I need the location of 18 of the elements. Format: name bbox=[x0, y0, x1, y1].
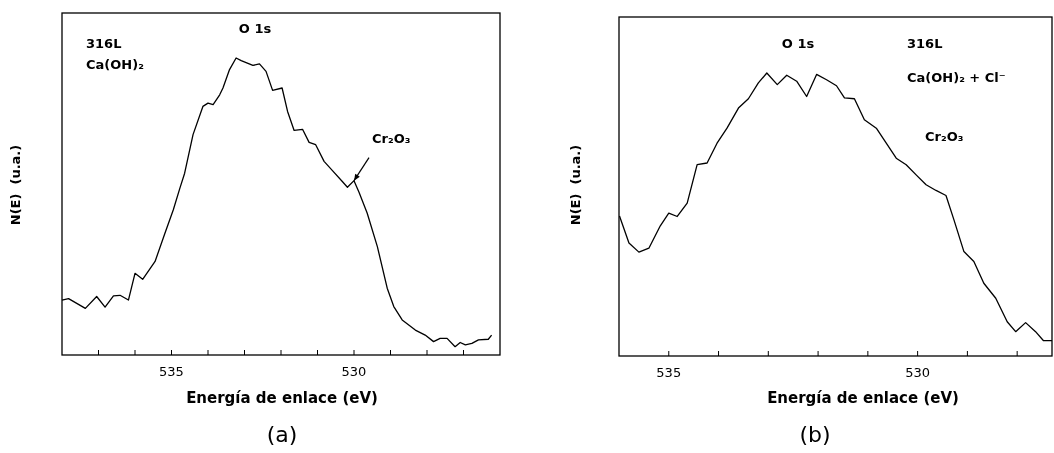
annotation: Cr₂O₃ bbox=[925, 129, 964, 144]
annotation: Cr₂O₃ bbox=[372, 130, 411, 146]
text: 316L bbox=[907, 36, 943, 51]
x-axis-title: Energía de enlace (eV) bbox=[767, 389, 959, 407]
x-tick-label: 535 bbox=[656, 365, 682, 380]
x-tick-label: 530 bbox=[905, 365, 931, 380]
annotation: Ca(OH)₂ bbox=[86, 57, 144, 72]
text: (b) bbox=[799, 422, 831, 447]
y-axis-title: N(E) (u.a.) bbox=[568, 144, 583, 226]
chart-title: O 1s bbox=[238, 21, 272, 36]
x-axis-title: Energía de enlace (eV) bbox=[186, 389, 378, 407]
chart-title: O 1s bbox=[781, 36, 815, 51]
annotation: Ca(OH)₂ + Cl⁻ bbox=[907, 70, 1006, 85]
text: 316L bbox=[86, 36, 122, 51]
x-tick-label: 530 bbox=[341, 364, 367, 379]
x-tick-label: 535 bbox=[159, 364, 184, 379]
text: (a) bbox=[266, 422, 298, 447]
y-axis-title: N(E) (u.a.) bbox=[8, 144, 23, 226]
